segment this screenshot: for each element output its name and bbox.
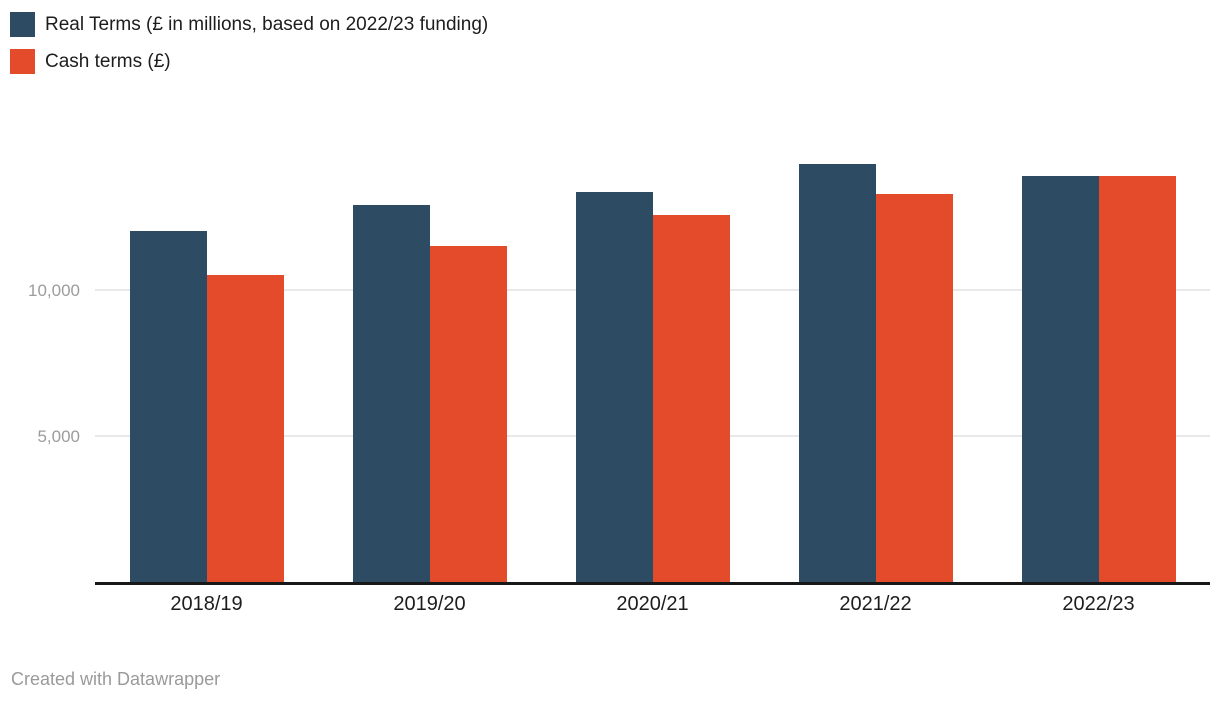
x-tick-label-2018-19: 2018/19 xyxy=(170,593,243,615)
bar-real-terms-2021-22 xyxy=(798,164,876,583)
legend: Real Terms (£ in millions, based on 2022… xyxy=(10,12,488,86)
y-axis-labels: 5,000 10,000 xyxy=(0,90,80,583)
bar-real-terms-2022-23 xyxy=(1021,176,1099,583)
x-tick-label-2019-20: 2019/20 xyxy=(393,593,466,615)
x-tick-label-2021-22: 2021/22 xyxy=(839,593,912,615)
legend-label-real-terms: Real Terms (£ in millions, based on 2022… xyxy=(45,14,489,35)
legend-swatch-cash-terms xyxy=(10,49,35,74)
legend-swatch-real-terms xyxy=(10,12,35,37)
legend-label-cash-terms: Cash terms (£) xyxy=(45,51,171,72)
legend-item-real-terms: Real Terms (£ in millions, based on 2022… xyxy=(10,12,488,37)
bar-cash-terms-2018-19 xyxy=(206,275,284,583)
x-tick-label-2020-21: 2020/21 xyxy=(616,593,689,615)
x-axis-line xyxy=(95,582,1210,585)
x-tick-label-2022-23: 2022/23 xyxy=(1062,593,1135,615)
bar-group-2022-23 xyxy=(987,90,1210,583)
bar-group-2018-19 xyxy=(95,90,318,583)
bar-real-terms-2020-21 xyxy=(575,192,653,583)
plot-area xyxy=(95,90,1210,585)
y-tick-label-10000: 10,000 xyxy=(28,281,80,301)
bar-real-terms-2018-19 xyxy=(129,231,207,583)
bar-cash-terms-2022-23 xyxy=(1098,176,1176,583)
bar-group-2019-20 xyxy=(318,90,541,583)
bar-cash-terms-2021-22 xyxy=(875,193,953,583)
bars-container xyxy=(95,90,1210,583)
bar-cash-terms-2019-20 xyxy=(429,246,507,583)
bar-group-2021-22 xyxy=(764,90,987,583)
datawrapper-credit-link[interactable]: Created with Datawrapper xyxy=(11,669,221,689)
legend-item-cash-terms: Cash terms (£) xyxy=(10,49,488,74)
y-tick-label-5000: 5,000 xyxy=(37,427,80,447)
bar-group-2020-21 xyxy=(541,90,764,583)
x-axis-labels: 2018/19 2019/20 2020/21 2021/22 2022/23 xyxy=(95,593,1210,616)
bar-cash-terms-2020-21 xyxy=(652,215,730,583)
bar-real-terms-2019-20 xyxy=(352,205,430,583)
